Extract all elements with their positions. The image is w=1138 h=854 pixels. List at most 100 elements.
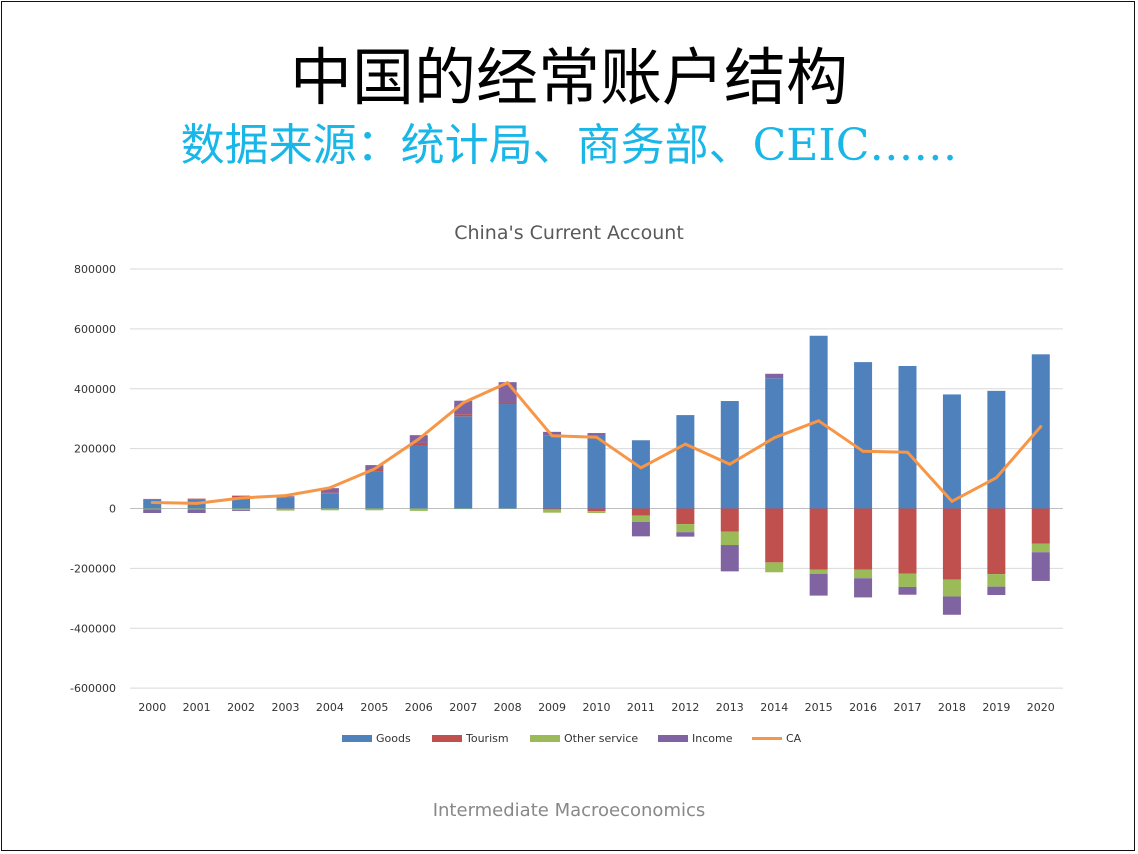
income-bar [1031,552,1050,581]
goods-bar [631,440,650,509]
legend-swatch [658,735,688,742]
ca-point [950,499,954,503]
income-bar [365,465,384,469]
legend-label: Goods [376,732,411,745]
income-bar [809,573,828,596]
y-tick-label: 800000 [74,263,116,276]
tourism-bar [765,508,784,563]
y-axis: 800000 600000 400000 200000 0 -200000 -400000 -… [70,263,116,695]
income-bar [320,488,339,493]
goods-bar [276,497,295,509]
goods-bar [676,415,695,509]
goods-bar [854,362,873,509]
goods-bar [987,390,1006,509]
x-tick-label: 2004 [316,701,344,714]
legend-swatch [530,735,560,742]
other-service-bar [631,515,650,522]
tourism-bar [809,508,828,570]
y-tick-label: -400000 [70,622,116,635]
ca-point [1039,424,1043,428]
goods-bar [720,401,739,509]
tourism-bar [320,492,339,494]
other-service-bar [409,508,428,511]
other-service-bar [365,508,384,511]
x-tick-label: 2003 [272,701,300,714]
income-bar [676,532,695,537]
tourism-bar [631,508,650,516]
tourism-bar [587,508,606,512]
other-service-bar [676,524,695,533]
ca-point [639,466,643,470]
x-tick-label: 2016 [849,701,877,714]
x-tick-label: 2020 [1027,701,1055,714]
legend: Goods Tourism Other service Income CA [342,732,802,745]
ca-point [728,462,732,466]
other-service-bar [276,508,295,511]
y-tick-label: 200000 [74,443,116,456]
income-bar [454,400,473,415]
tourism-bar [942,508,961,580]
x-tick-label: 2015 [805,701,833,714]
legend-swatch [342,735,372,742]
x-tick-label: 2001 [183,701,211,714]
tourism-bar [854,508,873,570]
income-bar [942,596,961,615]
goods-bar [320,493,339,509]
y-tick-label: 400000 [74,383,116,396]
ca-point [195,501,199,505]
income-bar [232,509,251,511]
other-service-bar [454,508,473,510]
legend-label: Other service [564,732,638,745]
x-tick-label: 2009 [538,701,566,714]
ca-point [861,449,865,453]
income-bar [854,578,873,598]
y-tick-label: -200000 [70,562,116,575]
x-tick-label: 2010 [583,701,611,714]
y-tick-label: 0 [109,503,116,516]
tourism-bar [498,402,517,405]
goods-bar [587,435,606,509]
x-tick-label: 2013 [716,701,744,714]
goods-bar [143,499,162,509]
y-tick-label: 600000 [74,323,116,336]
x-tick-label: 2007 [449,701,477,714]
income-bar [631,521,650,537]
ca-point [550,434,554,438]
other-service-bar [187,508,206,510]
ca-point [683,442,687,446]
tourism-bar [676,508,695,525]
goods-bar [1031,354,1050,509]
slide-title: 中国的经常账户结构 [289,41,848,114]
income-bar [143,509,162,513]
tourism-bar [409,442,428,446]
tourism-bar [454,414,473,417]
x-tick-label: 2008 [494,701,522,714]
ca-point [994,476,998,480]
ca-point [772,436,776,440]
goods-bar [498,404,517,509]
bars [143,335,1050,615]
legend-label: CA [786,732,802,745]
goods-bar [942,394,961,509]
x-tick-label: 2017 [894,701,922,714]
goods-bar [898,365,917,509]
ca-point [328,486,332,490]
x-tick-label: 2011 [627,701,655,714]
ca-point [372,467,376,471]
ca-point [284,494,287,498]
other-service-bar [854,569,873,579]
ca-point [906,450,909,454]
tourism-bar [543,508,562,510]
goods-bar [365,471,384,509]
x-tick-label: 2006 [405,701,433,714]
goods-bar [232,497,251,509]
x-tick-label: 2000 [138,701,166,714]
tourism-bar [898,508,917,574]
tourism-bar [987,508,1006,575]
slide-subtitle: 数据来源：统计局、商务部、CEIC…… [180,120,958,171]
ca-point [417,437,421,441]
tourism-bar [187,498,206,500]
income-bar [765,373,784,379]
x-tick-label: 2018 [938,701,966,714]
